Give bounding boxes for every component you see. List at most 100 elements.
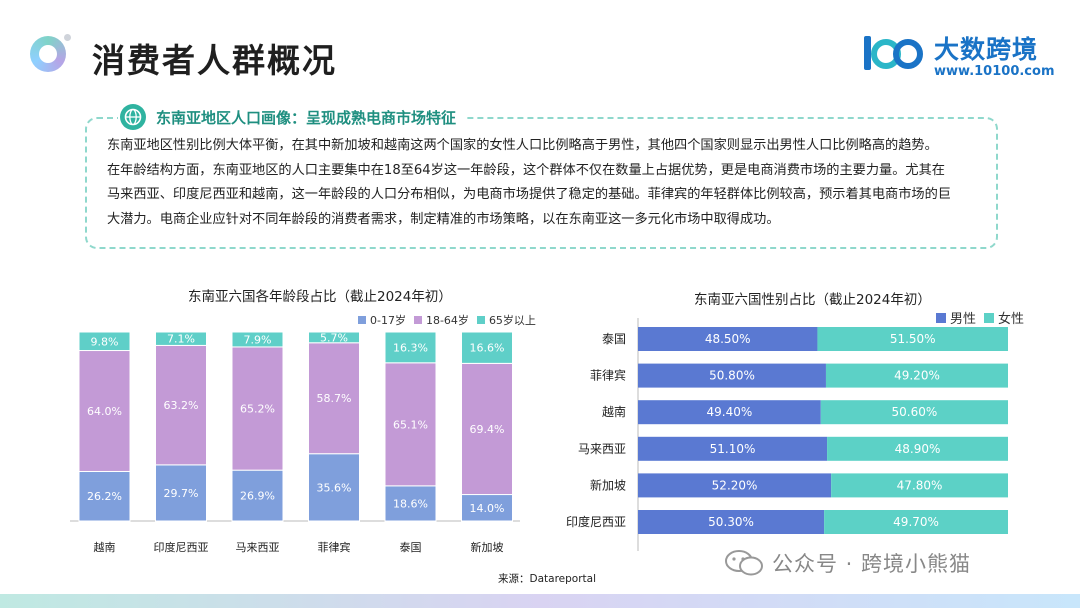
bar-male (638, 510, 825, 534)
info-title: 东南亚地区人口画像：呈现成熟电商市场特征 (156, 108, 457, 127)
logo-url: www.10100.com (934, 64, 1055, 79)
x-tick-label: 印度尼西亚 (154, 540, 209, 554)
bar-age-18-64 (155, 344, 207, 466)
bar-age-65-plus (308, 331, 360, 344)
x-tick-label: 马来西亚 (236, 541, 280, 554)
data-label: 48.50% (705, 332, 751, 346)
data-label: 16.3% (393, 341, 428, 354)
data-label: 9.8% (91, 335, 119, 348)
age-chart-title: 东南亚六国各年龄段占比（截止2024年初） (188, 289, 452, 305)
legend-swatch-0-17 (358, 316, 366, 324)
data-label: 48.90% (895, 442, 941, 456)
data-label: 35.6% (317, 481, 352, 494)
globe-icon (120, 104, 146, 130)
y-tick-label: 越南 (602, 404, 626, 419)
data-label: 26.2% (87, 490, 122, 503)
bar-age-0-17 (231, 469, 284, 522)
data-label: 64.0% (87, 405, 122, 418)
info-header: 东南亚地区人口画像：呈现成熟电商市场特征 (118, 102, 467, 132)
gender-chart-title: 东南亚六国性别占比（截止2024年初） (694, 292, 931, 308)
bar-male (638, 436, 828, 461)
x-tick-label: 泰国 (400, 540, 422, 554)
data-label: 50.30% (708, 515, 754, 529)
info-line: 大潜力。电商企业应针对不同年龄段的消费者需求，制定精准的市场策略，以在东南亚这一… (107, 211, 780, 227)
bar-age-0-17 (78, 470, 131, 522)
bar-female (824, 510, 1008, 534)
data-label: 69.4% (470, 423, 505, 436)
bar-age-18-64 (308, 342, 360, 455)
bar-age-65-plus (78, 331, 131, 352)
y-tick-label: 印度尼西亚 (566, 514, 626, 529)
watermark-text: 公众号 · 跨境小熊猫 (772, 552, 972, 576)
legend-swatch-male (936, 312, 946, 323)
bottom-gradient-band (0, 594, 1080, 608)
data-label: 65.2% (240, 403, 275, 416)
legend-label-65: 65岁以上 (488, 314, 536, 327)
data-label: 50.60% (892, 405, 938, 419)
data-label: 5.7% (320, 331, 348, 344)
x-tick-label: 越南 (94, 540, 116, 554)
bar-age-65-plus (461, 331, 513, 364)
bar-age-0-17 (155, 464, 207, 522)
bar-age-65-plus (231, 331, 284, 348)
data-label: 49.20% (894, 369, 940, 383)
bar-male (638, 363, 826, 388)
source-note: 来源：Datareportal (498, 573, 596, 585)
y-tick-label: 新加坡 (590, 477, 626, 492)
legend-label-female: 女性 (998, 312, 1025, 327)
bar-female (827, 436, 1008, 461)
bar-male (638, 400, 821, 425)
data-label: 7.9% (244, 333, 272, 346)
data-label: 50.80% (709, 369, 755, 383)
legend-swatch-female (984, 312, 995, 323)
data-label: 29.7% (164, 487, 199, 500)
info-line: 东南亚地区性别比例大体平衡，在其中新加坡和越南这两个国家的女性人口比例略高于男性… (107, 138, 938, 153)
data-label: 26.9% (240, 490, 275, 503)
bar-age-18-64 (78, 350, 131, 472)
data-label: 52.20% (712, 478, 758, 492)
y-tick-label: 菲律宾 (590, 368, 626, 383)
legend-swatch-65 (476, 316, 485, 324)
bar-age-0-17 (384, 485, 437, 522)
data-label: 51.10% (710, 442, 756, 456)
x-tick-label: 新加坡 (471, 540, 504, 554)
bar-female (831, 473, 1008, 498)
bar-age-65-plus (384, 331, 437, 364)
data-label: 63.2% (164, 399, 199, 412)
data-label: 47.80% (897, 478, 943, 492)
bar-male (638, 327, 818, 351)
info-line: 马来西亚、印度尼西亚和越南，这一年龄段的人口分布相似，为电商市场提供了稳定的基础… (107, 187, 951, 202)
bar-female (825, 363, 1008, 388)
data-label: 49.70% (893, 515, 939, 529)
data-label: 49.40% (707, 405, 753, 419)
y-tick-label: 马来西亚 (578, 442, 626, 456)
logo-name: 大数跨境 (934, 35, 1039, 64)
bar-age-0-17 (308, 453, 360, 522)
bar-age-0-17 (461, 494, 513, 522)
data-label: 58.7% (317, 392, 352, 405)
legend-label-18-64: 18-64岁 (425, 314, 469, 327)
legend-label-0-17: 0-17岁 (370, 314, 406, 327)
gender-chart-legend: 男性 女性 (928, 308, 1024, 327)
data-label: 18.6% (393, 497, 428, 510)
info-box (85, 117, 998, 249)
bar-female (817, 327, 1008, 351)
data-label: 14.0% (470, 502, 505, 515)
y-tick-label: 泰国 (602, 332, 626, 346)
data-label: 16.6% (470, 342, 505, 355)
bar-age-65-plus (155, 331, 207, 346)
data-label: 51.50% (890, 332, 936, 346)
info-paragraph: 东南亚地区性别比例大体平衡，在其中新加坡和越南这两个国家的女性人口比例略高于男性… (107, 134, 987, 232)
info-line: 在年龄结构方面，东南亚地区的人口主要集中在18至64岁这一年龄段，这个群体不仅在… (107, 162, 945, 178)
brand-logo[interactable]: 大数跨境 www.10100.com (862, 30, 1062, 82)
x-tick-label: 菲律宾 (318, 540, 351, 554)
watermark: 公众号 · 跨境小熊猫 (724, 548, 971, 578)
bar-male (638, 473, 832, 498)
decorative-dot (64, 34, 71, 41)
wechat-icon (725, 550, 763, 576)
bar-age-18-64 (384, 362, 437, 487)
legend-label-male: 男性 (950, 312, 977, 327)
page-title: 消费者人群概况 (92, 41, 337, 80)
legend-swatch-18-64 (413, 316, 422, 324)
